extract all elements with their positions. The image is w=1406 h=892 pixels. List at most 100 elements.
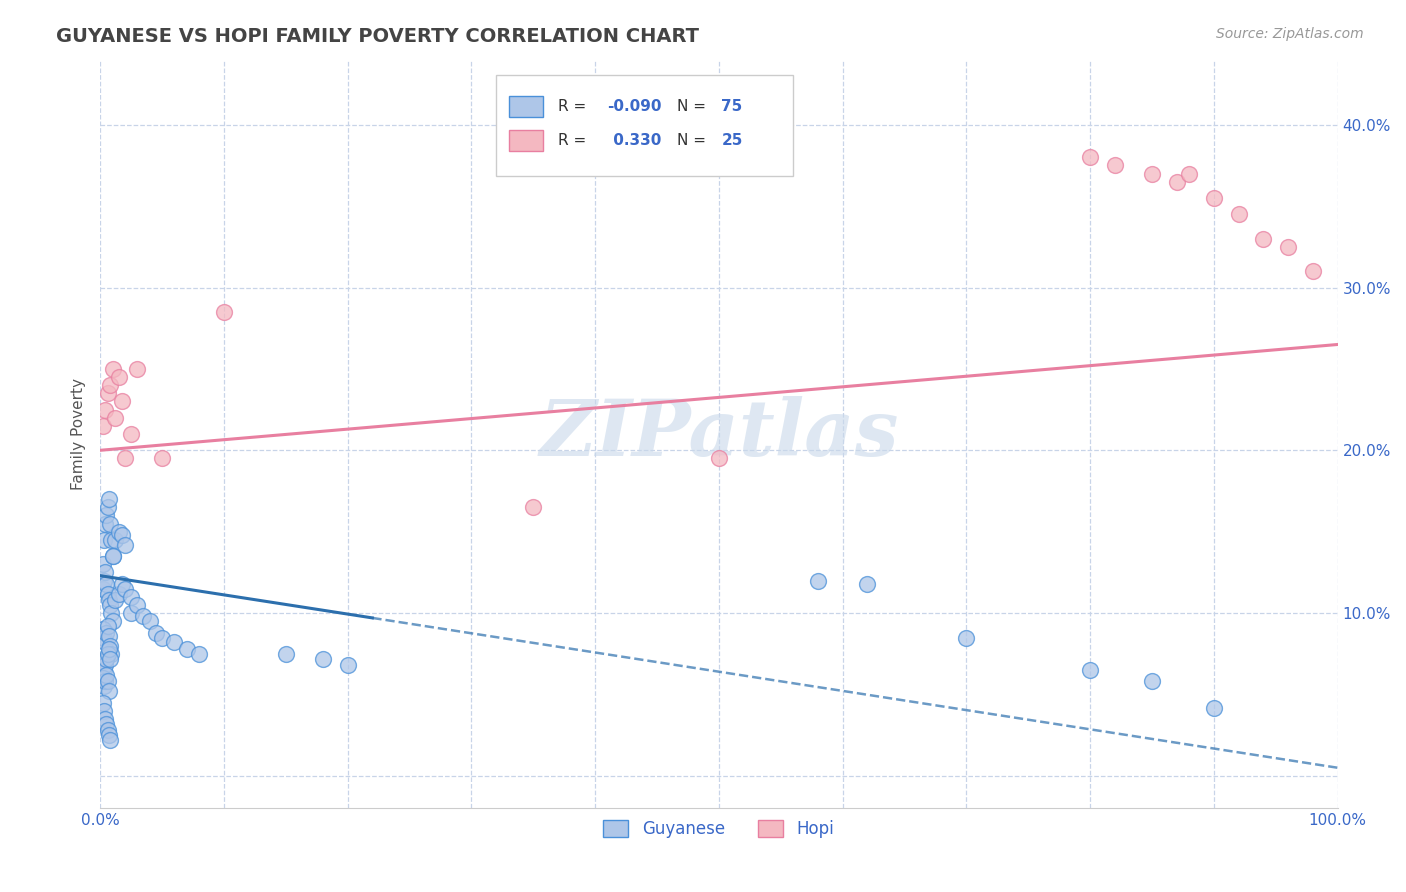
Point (1277, 240, 1299, 254)
Point (101, 614, 124, 628)
Point (114, 451, 136, 466)
Point (93, 574, 115, 588)
Point (150, 451, 173, 466)
Point (127, 362, 149, 376)
Point (150, 631, 173, 645)
Point (1078, 663, 1101, 677)
Point (96, 674, 118, 689)
Point (100, 647, 122, 661)
Point (94, 566, 117, 580)
Point (91, 696, 114, 710)
Point (98, 378, 121, 392)
Point (955, 631, 977, 645)
Point (104, 410, 127, 425)
Point (1253, 232, 1275, 246)
Point (94, 712, 117, 726)
Point (94, 658, 117, 673)
Point (120, 590, 142, 604)
Point (522, 500, 544, 515)
Point (101, 362, 124, 376)
FancyBboxPatch shape (509, 96, 543, 117)
Point (96, 386, 118, 401)
Point (1202, 700, 1225, 714)
Point (93, 663, 115, 677)
Point (856, 576, 879, 591)
Point (101, 549, 124, 563)
Legend: Guyanese, Hopi: Guyanese, Hopi (596, 814, 841, 845)
Point (104, 533, 127, 547)
Point (93, 679, 115, 693)
Point (97, 629, 120, 643)
Point (1227, 207, 1250, 221)
Point (91, 418, 114, 433)
Point (145, 625, 167, 640)
Point (1140, 167, 1163, 181)
Point (1302, 264, 1324, 278)
Point (132, 609, 155, 624)
Point (97, 728, 120, 742)
Point (96, 651, 118, 665)
Point (1166, 175, 1188, 189)
Point (274, 647, 297, 661)
Text: R =: R = (558, 133, 591, 148)
Y-axis label: Family Poverty: Family Poverty (72, 378, 86, 490)
FancyBboxPatch shape (496, 75, 793, 176)
Point (96, 647, 118, 661)
Point (100, 533, 122, 547)
Text: R =: R = (558, 99, 591, 114)
Point (96, 586, 118, 600)
Point (94, 402, 117, 417)
Text: Source: ZipAtlas.com: Source: ZipAtlas.com (1216, 27, 1364, 41)
Point (1178, 167, 1201, 181)
Text: N =: N = (676, 99, 710, 114)
Point (111, 576, 134, 591)
Point (96, 619, 118, 633)
Point (93, 533, 115, 547)
FancyBboxPatch shape (509, 130, 543, 151)
Point (98, 733, 121, 747)
Text: 75: 75 (721, 99, 742, 114)
Point (96, 668, 118, 682)
Point (107, 586, 129, 600)
Text: -0.090: -0.090 (607, 99, 662, 114)
Point (91, 582, 114, 596)
Point (176, 641, 198, 656)
Point (96, 716, 118, 731)
Point (91, 558, 114, 572)
Point (96, 576, 118, 591)
Point (97, 593, 120, 607)
Point (98, 639, 121, 653)
Point (114, 582, 136, 596)
Point (96, 508, 118, 523)
Point (101, 549, 124, 563)
Point (1104, 158, 1126, 172)
Point (94, 516, 117, 531)
Point (91, 671, 114, 685)
Point (91, 623, 114, 637)
Point (1202, 191, 1225, 205)
Text: 0.330: 0.330 (607, 133, 661, 148)
Point (98, 651, 121, 665)
Point (96, 723, 118, 738)
Text: ZIPatlas: ZIPatlas (538, 396, 898, 472)
Point (111, 528, 134, 542)
Point (120, 606, 142, 620)
Point (1140, 674, 1163, 689)
Point (312, 651, 335, 665)
Point (107, 370, 129, 384)
Text: N =: N = (676, 133, 710, 148)
Point (114, 538, 136, 552)
Point (707, 451, 730, 466)
Point (100, 606, 122, 620)
Point (120, 427, 142, 442)
Point (212, 305, 235, 319)
Text: 25: 25 (721, 133, 742, 148)
Point (98, 598, 121, 612)
Point (96, 625, 118, 640)
Point (97, 641, 120, 656)
Point (138, 614, 160, 628)
Point (97, 492, 120, 507)
Point (98, 516, 121, 531)
Point (91, 655, 114, 669)
Text: GUYANESE VS HOPI FAMILY POVERTY CORRELATION CHART: GUYANESE VS HOPI FAMILY POVERTY CORRELAT… (56, 27, 699, 45)
